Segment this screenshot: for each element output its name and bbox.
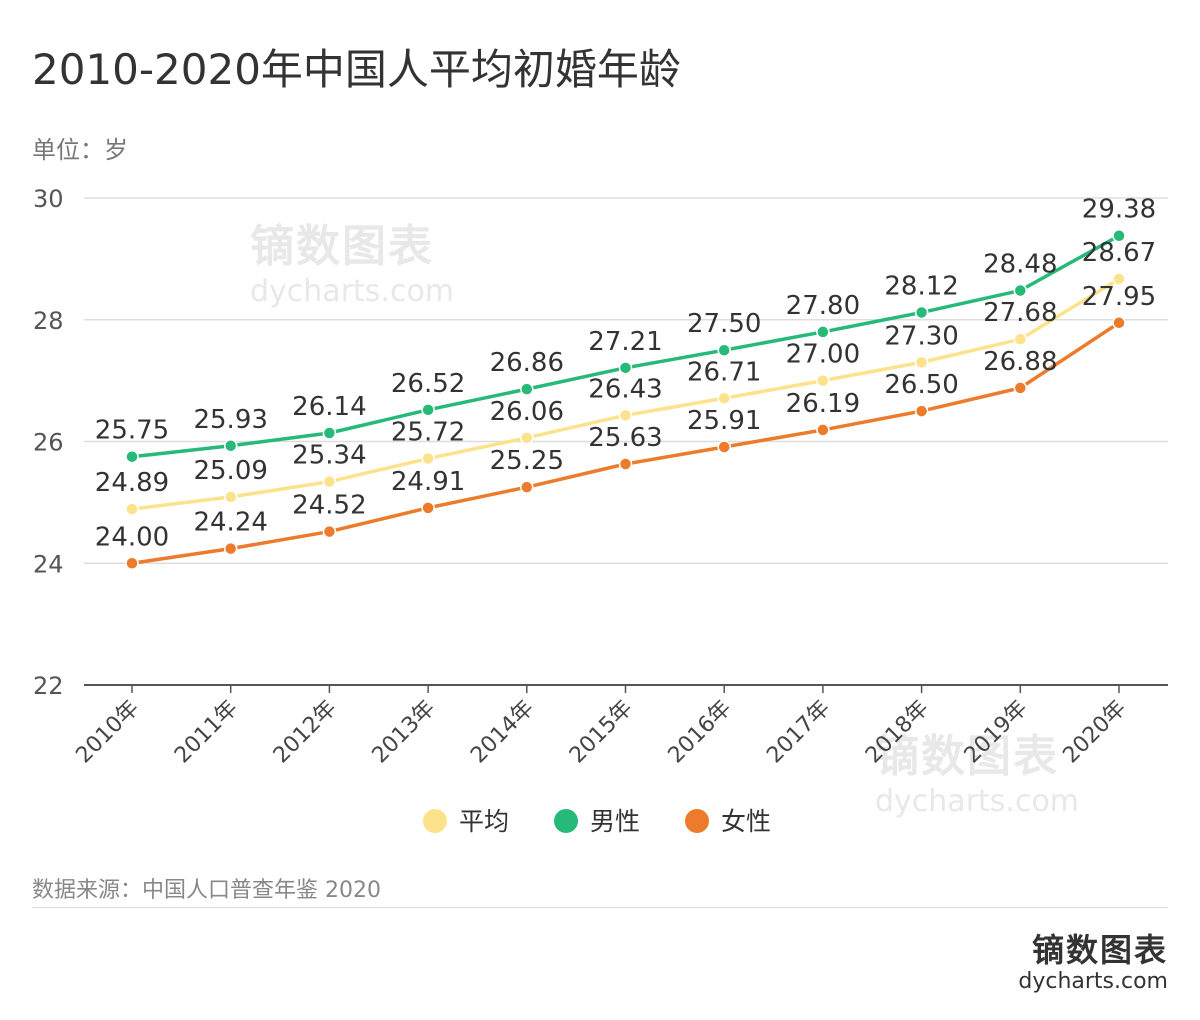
x-tick-label: 2017年	[762, 696, 835, 769]
data-point	[717, 391, 731, 406]
data-label: 24.91	[391, 467, 465, 497]
data-label: 25.34	[292, 441, 366, 471]
data-label: 27.21	[588, 327, 662, 357]
data-label: 27.00	[786, 340, 860, 370]
y-tick-label: 22	[33, 672, 64, 700]
legend-label: 女性	[721, 807, 771, 836]
brand-cn: 镝数图表	[1031, 931, 1168, 969]
x-tick-label: 2019年	[960, 696, 1033, 769]
legend-marker	[685, 809, 709, 833]
x-tick-label: 2018年	[861, 696, 934, 769]
data-point	[1112, 316, 1126, 330]
data-label: 24.89	[95, 468, 169, 498]
data-point	[816, 373, 830, 388]
data-point	[125, 449, 139, 464]
data-point	[914, 404, 929, 418]
data-label: 25.25	[490, 446, 564, 476]
data-label: 25.09	[193, 456, 267, 486]
data-label: 28.67	[1082, 238, 1156, 268]
data-point	[816, 423, 830, 437]
x-tick-label: 2014年	[466, 696, 539, 769]
legend-label: 男性	[590, 807, 640, 836]
data-label: 26.43	[588, 374, 662, 404]
data-label: 24.24	[193, 508, 267, 538]
y-tick-label: 30	[33, 185, 64, 213]
unit-label: 单位：岁	[32, 136, 128, 164]
brand-en: dycharts.com	[1018, 969, 1168, 994]
y-tick-label: 24	[33, 550, 64, 578]
data-label: 29.38	[1082, 195, 1156, 225]
data-point	[1112, 272, 1126, 286]
data-label: 24.52	[292, 491, 366, 521]
data-point	[520, 382, 534, 396]
data-label: 27.80	[786, 291, 860, 321]
x-tick-label: 2015年	[565, 696, 638, 769]
data-point	[717, 343, 731, 357]
data-label: 25.75	[95, 416, 169, 446]
divider	[32, 907, 1168, 908]
data-label: 26.86	[490, 348, 564, 378]
data-point	[618, 457, 633, 471]
data-label: 25.72	[391, 418, 465, 448]
data-label: 26.52	[391, 369, 465, 399]
data-label: 27.68	[983, 298, 1057, 328]
data-point	[1013, 332, 1028, 346]
data-label: 26.71	[687, 357, 761, 387]
data-label: 24.00	[95, 522, 169, 552]
data-point	[1013, 283, 1028, 298]
data-label: 26.50	[884, 370, 958, 400]
data-point	[914, 355, 929, 370]
data-point	[223, 439, 238, 453]
x-tick-label: 2020年	[1058, 696, 1131, 769]
data-label: 27.30	[884, 321, 958, 351]
x-tick-label: 2011年	[170, 696, 243, 769]
data-point	[421, 403, 435, 417]
x-tick-label: 2012年	[269, 696, 342, 769]
data-point	[223, 541, 238, 556]
y-tick-label: 26	[33, 429, 64, 457]
data-point	[1112, 228, 1126, 243]
line-chart: 22 24 26 28 30 2010年 2011年 2012年 2013年 2014年 2015年…	[33, 185, 1168, 836]
data-point	[125, 556, 139, 570]
legend-marker	[423, 809, 447, 833]
brand-logo: 镝数图表 dycharts.com	[1018, 925, 1168, 994]
data-point	[520, 480, 534, 494]
data-point	[1013, 381, 1028, 395]
data-point	[125, 502, 139, 516]
data-point	[717, 440, 731, 454]
data-label: 28.48	[983, 250, 1057, 280]
chart-title: 2010-2020年中国人平均初婚年龄	[32, 45, 681, 94]
x-tick-label: 2013年	[368, 696, 441, 769]
data-point	[914, 305, 929, 320]
data-label: 27.50	[687, 309, 761, 339]
data-label: 26.06	[490, 397, 564, 427]
data-label: 25.91	[687, 406, 761, 436]
data-point	[816, 325, 830, 339]
data-label: 25.63	[588, 423, 662, 453]
data-point	[322, 524, 337, 539]
data-label: 26.88	[983, 347, 1057, 377]
data-point	[520, 431, 534, 445]
data-label: 25.93	[193, 405, 267, 435]
data-label: 26.14	[292, 392, 366, 422]
source-note: 数据来源：中国人口普查年鉴 2020	[32, 878, 381, 903]
data-label: 28.12	[884, 271, 958, 301]
data-point	[322, 426, 337, 440]
data-point	[322, 474, 337, 489]
data-point	[421, 501, 435, 515]
x-tick-label: 2010年	[71, 696, 144, 769]
legend-marker	[554, 809, 578, 833]
data-point	[223, 490, 238, 504]
data-label: 27.95	[1082, 282, 1156, 312]
legend-label: 平均	[459, 807, 509, 836]
data-point	[618, 361, 633, 375]
x-tick-label: 2016年	[664, 696, 737, 769]
data-point	[618, 408, 633, 423]
data-point	[421, 451, 435, 466]
y-tick-label: 28	[33, 307, 64, 335]
data-label: 26.19	[786, 389, 860, 419]
